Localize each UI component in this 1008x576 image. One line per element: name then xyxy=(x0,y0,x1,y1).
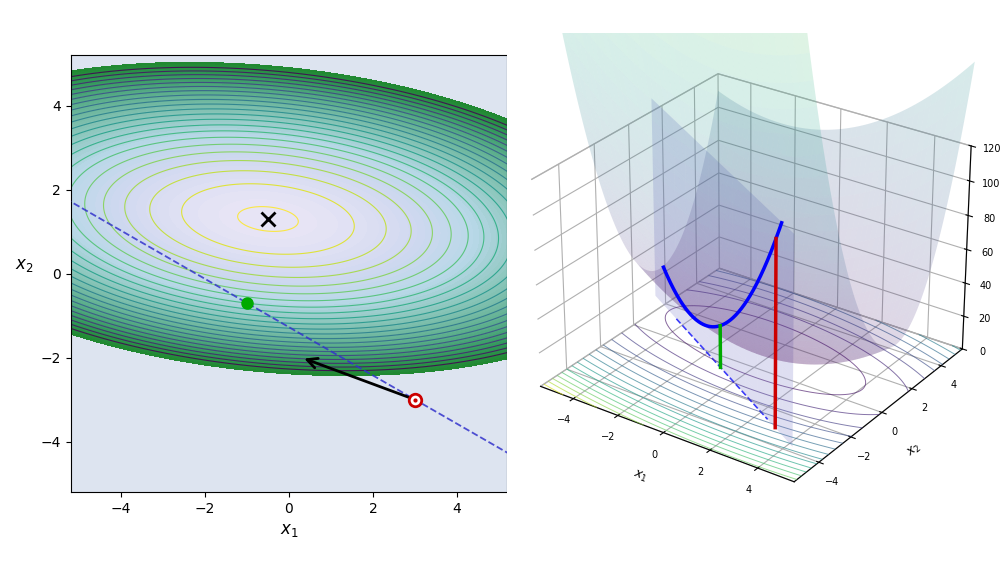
X-axis label: $x_1$: $x_1$ xyxy=(279,521,298,539)
Y-axis label: $x_2$: $x_2$ xyxy=(14,256,33,274)
Y-axis label: $x_2$: $x_2$ xyxy=(905,441,924,460)
X-axis label: $x_1$: $x_1$ xyxy=(631,467,649,485)
